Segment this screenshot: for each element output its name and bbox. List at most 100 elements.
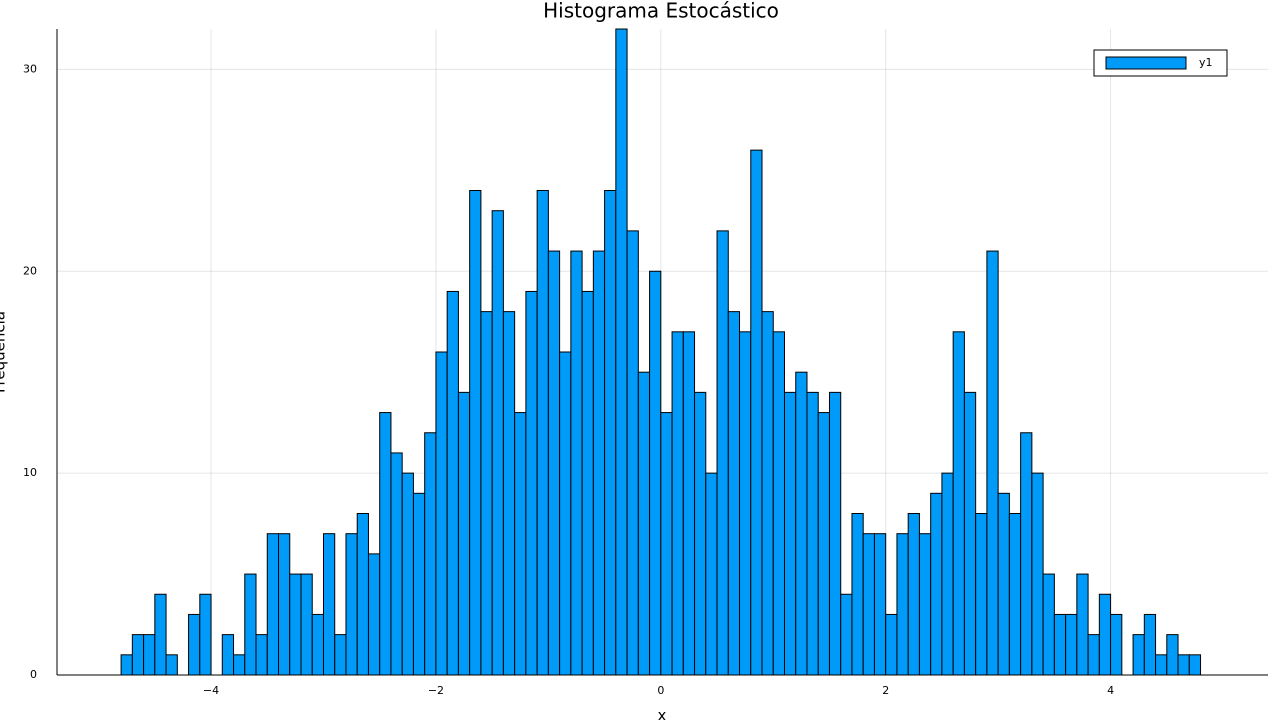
bar bbox=[1177, 654, 1190, 676]
bar bbox=[559, 351, 572, 676]
y-tick-label: 20 bbox=[23, 264, 37, 277]
bar bbox=[885, 613, 898, 676]
bar bbox=[840, 593, 853, 676]
bar bbox=[682, 331, 696, 676]
bar bbox=[761, 311, 774, 676]
bar bbox=[233, 654, 246, 676]
y-tick-label: 30 bbox=[23, 62, 37, 75]
bar bbox=[367, 553, 381, 676]
bar bbox=[930, 492, 943, 676]
bar bbox=[1087, 634, 1100, 676]
bar bbox=[390, 452, 403, 676]
bar bbox=[1008, 513, 1022, 676]
bar bbox=[649, 270, 662, 676]
bar bbox=[592, 250, 606, 676]
bar bbox=[862, 533, 875, 676]
bar bbox=[188, 613, 201, 676]
bar bbox=[266, 533, 280, 676]
bar bbox=[356, 513, 369, 676]
bar bbox=[300, 573, 313, 676]
bar bbox=[783, 391, 797, 676]
bar bbox=[143, 634, 156, 676]
x-tick-label: 2 bbox=[882, 684, 889, 697]
bar bbox=[873, 533, 887, 676]
bar bbox=[278, 533, 291, 676]
bar bbox=[401, 472, 414, 676]
bar bbox=[322, 533, 336, 676]
bar bbox=[120, 654, 133, 676]
bar bbox=[165, 654, 178, 676]
bar bbox=[424, 432, 437, 676]
bar bbox=[1110, 613, 1123, 676]
bar bbox=[547, 250, 561, 676]
bar bbox=[851, 513, 864, 676]
bar bbox=[952, 331, 965, 676]
bar bbox=[739, 331, 752, 676]
bar bbox=[536, 190, 549, 676]
bar bbox=[244, 573, 257, 676]
bar bbox=[963, 391, 977, 676]
bar bbox=[502, 311, 516, 676]
bar bbox=[412, 492, 426, 676]
bar bbox=[334, 634, 347, 676]
bar bbox=[1065, 613, 1078, 676]
bar bbox=[918, 533, 932, 676]
bar bbox=[581, 290, 594, 676]
bar bbox=[514, 412, 527, 676]
bar bbox=[615, 28, 628, 676]
bar bbox=[199, 593, 212, 676]
bar bbox=[1188, 654, 1202, 676]
bar bbox=[604, 190, 617, 676]
bar bbox=[716, 230, 729, 676]
bar bbox=[694, 391, 707, 676]
bar bbox=[896, 533, 909, 676]
bar bbox=[1132, 634, 1145, 676]
legend-label: y1 bbox=[1199, 56, 1213, 69]
bar bbox=[750, 149, 763, 676]
bar bbox=[1042, 573, 1055, 676]
bar bbox=[570, 250, 583, 676]
bar bbox=[221, 634, 235, 676]
bar bbox=[660, 412, 673, 676]
bar bbox=[941, 472, 954, 676]
bar bbox=[986, 250, 999, 676]
bar bbox=[435, 351, 448, 676]
bar bbox=[907, 513, 920, 676]
legend-swatch bbox=[1105, 56, 1187, 70]
x-tick-label: 4 bbox=[1107, 684, 1114, 697]
bar bbox=[1155, 654, 1168, 676]
y-axis-label: Frequência bbox=[0, 311, 9, 393]
bar bbox=[1076, 573, 1089, 676]
bar bbox=[975, 513, 988, 676]
bar bbox=[1143, 613, 1157, 676]
bar bbox=[289, 573, 302, 676]
y-tick-label: 0 bbox=[30, 668, 37, 681]
bar bbox=[1166, 634, 1179, 676]
bar bbox=[525, 290, 538, 676]
bar bbox=[469, 190, 482, 676]
bar bbox=[772, 331, 785, 676]
bar bbox=[626, 230, 639, 676]
bar bbox=[817, 412, 830, 676]
bar bbox=[491, 210, 504, 676]
bar bbox=[637, 371, 651, 676]
x-tick-label: −4 bbox=[203, 684, 219, 697]
bar bbox=[255, 634, 268, 676]
bar bbox=[1098, 593, 1112, 676]
bar bbox=[795, 371, 808, 676]
bar bbox=[446, 290, 459, 676]
bar bbox=[828, 391, 842, 676]
bar bbox=[345, 533, 358, 676]
bar bbox=[1020, 432, 1033, 676]
bar bbox=[1053, 613, 1067, 676]
bar bbox=[131, 634, 145, 676]
x-tick-label: 0 bbox=[657, 684, 664, 697]
x-axis-label: x bbox=[658, 707, 667, 721]
bar bbox=[727, 311, 741, 676]
bar bbox=[311, 613, 324, 676]
bar bbox=[379, 412, 392, 676]
chart-title: Histograma Estocástico bbox=[543, 0, 779, 23]
y-tick-label: 10 bbox=[23, 466, 37, 479]
